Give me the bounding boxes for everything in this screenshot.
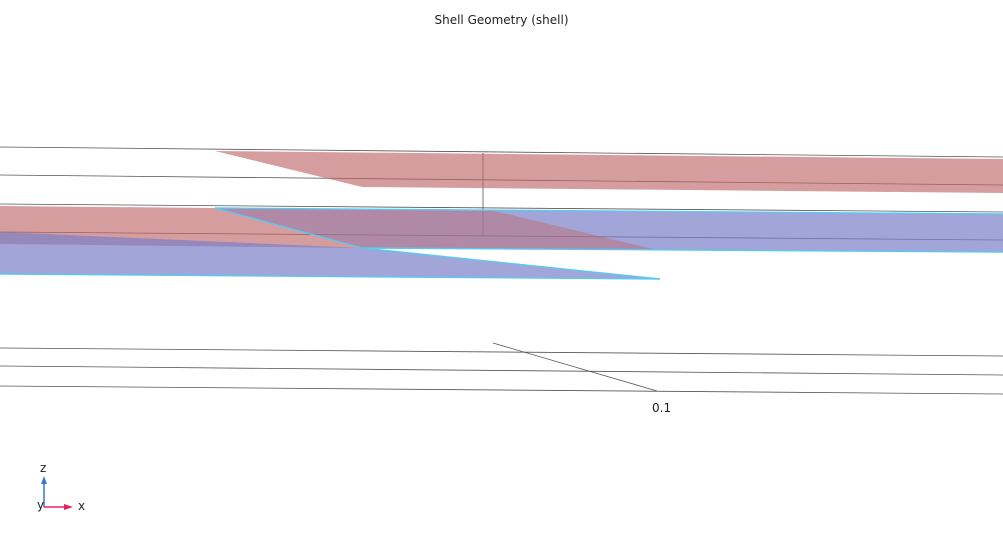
grid-line	[0, 365, 1003, 376]
highlight-edge	[361, 247, 1003, 253]
highlight-edge	[214, 207, 1003, 215]
red-shell-overlap	[215, 208, 657, 250]
highlight-edge	[0, 273, 661, 280]
plot-title: Shell Geometry (shell)	[434, 13, 569, 27]
grid-line	[0, 347, 1003, 357]
blue-shell-left[interactable]	[0, 232, 660, 279]
scale-leader-line	[492, 342, 658, 392]
scale-label: 0.1	[652, 401, 671, 415]
y-axis-label: y	[37, 498, 44, 512]
grid-line	[0, 203, 1003, 213]
grid-line	[0, 146, 1003, 158]
grid-line	[0, 385, 1003, 395]
z-axis-arrow	[41, 476, 47, 484]
highlight-edges	[0, 207, 1003, 280]
axis-triad: z y x	[37, 461, 85, 513]
highlight-edge	[214, 207, 363, 249]
x-axis-label: x	[78, 499, 85, 513]
x-axis-arrow	[64, 504, 73, 510]
blue-shell-right[interactable]	[215, 208, 1003, 252]
z-axis-label: z	[40, 461, 46, 475]
red-shell-upper[interactable]	[215, 151, 1003, 193]
highlight-edge	[361, 247, 661, 280]
